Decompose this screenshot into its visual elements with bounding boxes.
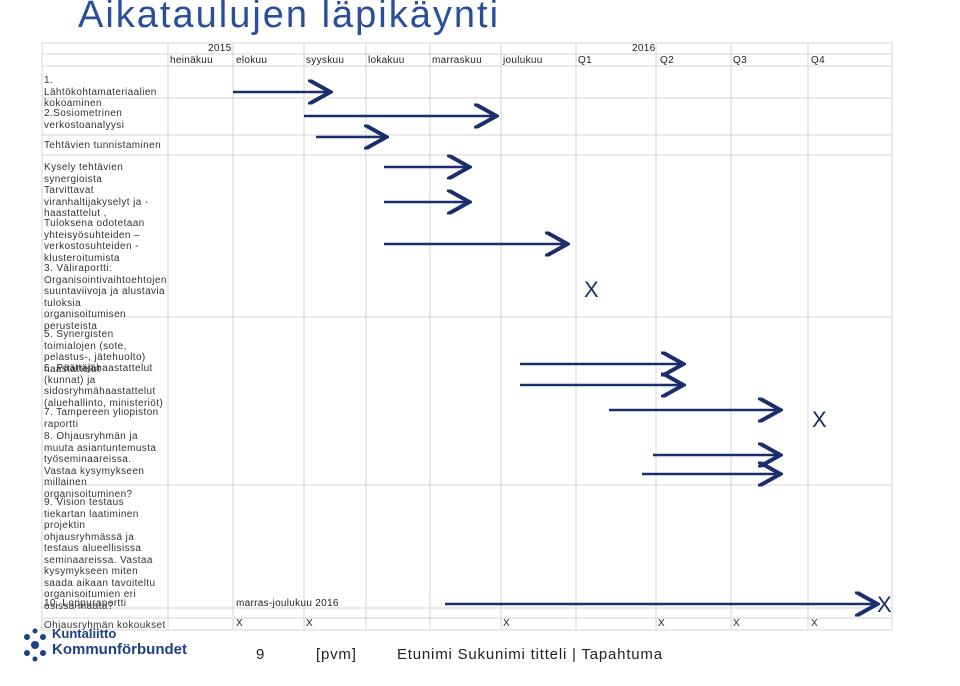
row-label: 7. Tampereen yliopiston raportti (44, 407, 159, 430)
logo-icon (24, 628, 46, 662)
row-label: Tehtävien tunnistaminen (44, 140, 162, 151)
month-header: marraskuu (432, 55, 482, 66)
month-header: lokakuu (368, 55, 405, 66)
meeting-mark: X (733, 618, 740, 629)
row-label: 10. Loppuraportti (44, 598, 127, 609)
row-label: 2.Sosiometrinen verkostoanalyysi (44, 108, 125, 131)
year-2016: 2016 (632, 43, 656, 54)
month-header: elokuu (236, 55, 268, 66)
month-header: joulukuu (503, 55, 543, 66)
meeting-mark: X (811, 618, 818, 629)
month-header: syyskuu (306, 55, 345, 66)
quarter-header: Q2 (660, 55, 674, 66)
row-label: 8. Ohjausryhmän ja muuta asiantuntemusta… (44, 431, 157, 500)
row-label: Kysely tehtävien synergioista (44, 162, 124, 185)
month-header: heinäkuu (170, 55, 213, 66)
milestone-x: X (584, 277, 599, 302)
row-label: Ohjausryhmän kokoukset (44, 620, 166, 631)
quarter-header: Q4 (811, 55, 825, 66)
meeting-mark: X (306, 618, 313, 629)
meeting-mark: X (503, 618, 510, 629)
row-label: 6. Päättäjähaastattelut (kunnat) ja sido… (44, 363, 164, 409)
row-label: 9. Vision testaus tiekartan laatiminen p… (44, 497, 156, 612)
footer-page-number: 9 (256, 646, 266, 663)
quarter-header: Q3 (733, 55, 747, 66)
loppuraportti-note: marras-joulukuu 2016 (236, 598, 339, 609)
meeting-mark: X (236, 618, 243, 629)
milestone-x: X (812, 407, 827, 432)
row-label: 1. Lähtökohtamateriaalien kokoaminen (44, 75, 157, 109)
footer-date: [pvm] (316, 646, 357, 663)
row-label: Tarvittavat viranhaltijakyselyt ja -haas… (44, 185, 149, 219)
quarter-header: Q1 (578, 55, 592, 66)
logo-line2: Kommunförbundet (52, 641, 187, 658)
logo-line1: Kuntaliitto (52, 626, 117, 641)
row-label: Tuloksena odotetaan yhteisyösuhteiden – … (44, 218, 145, 264)
milestone-x: X (877, 592, 892, 617)
kuntaliitto-logo: Kuntaliitto Kommunförbundet (20, 626, 190, 666)
row-label: 3. Väliraportti: Organisointivaihtoehtoj… (44, 263, 167, 332)
footer-author: Etunimi Sukunimi titteli | Tapahtuma (397, 646, 663, 663)
row-label: 5. Synergisten toimialojen (sote, pelast… (44, 329, 146, 375)
meeting-mark: X (658, 618, 665, 629)
page-title: Aikataulujen läpikäynti (78, 0, 501, 36)
year-2015: 2015 (208, 43, 232, 54)
